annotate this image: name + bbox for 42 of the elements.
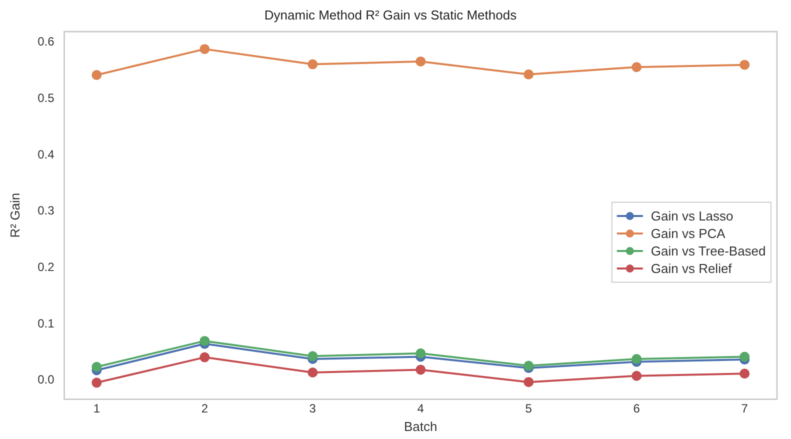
point — [308, 368, 318, 378]
legend-label: Gain vs Relief — [650, 261, 732, 276]
y-tick-label: 0.1 — [38, 316, 55, 330]
point — [200, 352, 210, 362]
point — [308, 59, 318, 70]
y-tick-label: 0.4 — [38, 147, 55, 162]
legend-label: Gain vs PCA — [650, 226, 726, 242]
x-axis-title: Batch — [404, 418, 438, 434]
point — [740, 368, 750, 379]
x-tick-label: 1 — [93, 402, 100, 416]
point — [632, 62, 642, 72]
chart-title: Dynamic Method R² Gain vs Static Methods — [264, 7, 518, 22]
point — [632, 354, 642, 364]
point — [200, 336, 210, 346]
y-tick-label: 0.6 — [38, 34, 55, 49]
point — [524, 69, 534, 80]
point — [416, 56, 426, 66]
point — [416, 364, 426, 375]
x-tick-label: 6 — [633, 402, 640, 416]
x-tick-label: 4 — [417, 402, 424, 416]
x-tick-label: 7 — [741, 402, 748, 416]
point — [524, 360, 534, 371]
y-tick-label: 0.5 — [38, 90, 55, 105]
point — [92, 362, 102, 372]
y-tick-label: 0.0 — [38, 372, 55, 387]
point — [416, 348, 426, 358]
x-tick-label: 5 — [525, 402, 532, 416]
x-tick-label: 2 — [201, 402, 208, 416]
legend-label: Gain vs Tree-Based — [650, 244, 766, 259]
point — [92, 378, 102, 388]
point — [740, 352, 750, 362]
point — [632, 370, 642, 381]
y-axis-title: R² Gain — [7, 192, 22, 238]
point — [200, 44, 210, 54]
y-tick-label: 0.3 — [38, 204, 55, 218]
point — [92, 70, 102, 80]
legend-label: Gain vs Lasso — [650, 208, 734, 224]
x-tick-label: 3 — [309, 402, 316, 416]
y-tick-label: 0.2 — [38, 260, 55, 274]
point — [308, 351, 318, 362]
point — [524, 377, 534, 388]
point — [740, 60, 750, 70]
